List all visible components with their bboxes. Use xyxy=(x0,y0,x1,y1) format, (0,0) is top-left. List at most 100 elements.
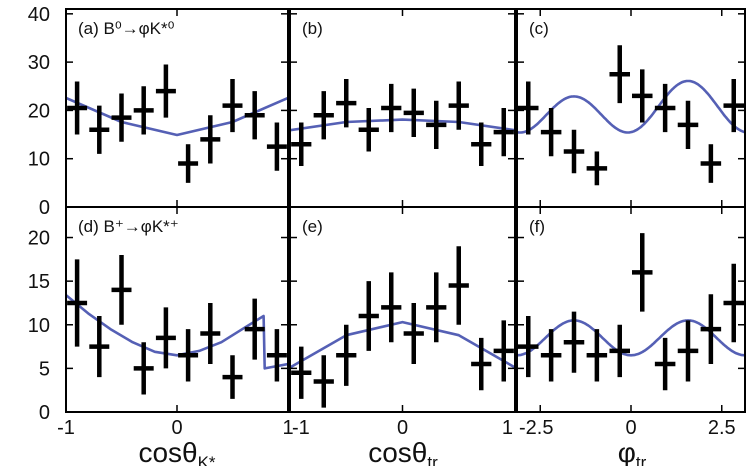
panel-label: (a) B⁰→φK*⁰ xyxy=(78,19,175,38)
data-point xyxy=(517,316,539,378)
y-tick-label: 0 xyxy=(39,197,50,219)
x-tick-label: 0 xyxy=(625,417,636,439)
data-point xyxy=(336,324,357,386)
x-axis-title-main: φ xyxy=(618,437,636,466)
y-tick-label: 5 xyxy=(39,358,50,380)
panel-label: (d) B⁺→φK*⁺ xyxy=(78,217,179,236)
data-point xyxy=(403,88,424,137)
panel-label: (b) xyxy=(302,19,323,38)
x-tick-label: 1 xyxy=(282,417,293,439)
data-point xyxy=(723,79,745,133)
data-point xyxy=(563,129,585,174)
frames-layer xyxy=(65,8,746,413)
data-point xyxy=(133,86,154,135)
data-point xyxy=(586,329,608,382)
x-axis-title-main: cosθ xyxy=(138,437,197,466)
data-point xyxy=(493,108,514,157)
fit-curve xyxy=(290,118,515,132)
panel-d xyxy=(66,254,288,399)
data-point xyxy=(133,342,154,395)
y-tick-label: 0 xyxy=(39,402,50,424)
x-axis-title: cosθtr xyxy=(368,437,438,466)
data-point xyxy=(67,81,88,135)
data-point xyxy=(111,93,132,142)
fit-curve xyxy=(290,320,515,369)
data-point xyxy=(67,259,88,347)
data-point xyxy=(313,355,334,408)
x-tick-label: 2.5 xyxy=(708,417,736,439)
x-axis-title-sub: tr xyxy=(636,453,647,466)
panel-label: (c) xyxy=(529,19,549,38)
x-axis-title-sub: tr xyxy=(427,453,438,466)
data-point xyxy=(654,337,676,391)
data-point xyxy=(540,329,562,382)
data-point xyxy=(426,100,447,150)
panel-a xyxy=(66,64,288,183)
data-point xyxy=(471,122,492,166)
data-point xyxy=(723,263,745,343)
y-tick-label: 30 xyxy=(28,52,50,74)
panel-f xyxy=(517,233,745,391)
x-axis-title: φtr xyxy=(618,437,647,466)
fit-curve xyxy=(517,79,745,134)
panel-label: (f) xyxy=(529,217,545,236)
data-point xyxy=(448,81,469,130)
y-tick-label: 20 xyxy=(28,100,50,122)
data-point xyxy=(291,122,312,166)
data-point xyxy=(631,233,653,312)
data-point xyxy=(471,337,492,391)
data-point xyxy=(631,69,653,123)
data-point xyxy=(540,108,562,157)
data-point xyxy=(178,144,199,183)
data-point xyxy=(586,151,608,186)
data-point xyxy=(381,272,402,343)
data-point xyxy=(448,246,469,325)
y-tick-label: 15 xyxy=(28,271,50,293)
data-point xyxy=(89,316,110,378)
data-point xyxy=(200,115,221,164)
data-point xyxy=(244,91,265,140)
x-axis-title: cosθK* xyxy=(138,437,215,466)
x-tick-label: -1 xyxy=(57,417,75,439)
data-point xyxy=(700,144,722,183)
y-tick-label: 10 xyxy=(28,315,50,337)
data-point xyxy=(244,298,265,360)
y-tick-label: 20 xyxy=(28,228,50,250)
data-point xyxy=(517,81,539,135)
data-point xyxy=(358,108,379,152)
data-point xyxy=(381,83,402,133)
data-point xyxy=(222,355,243,399)
x-tick-label: 0 xyxy=(171,417,182,439)
data-point xyxy=(155,307,176,369)
panel-b xyxy=(290,79,515,166)
data-point xyxy=(266,329,287,382)
data-point xyxy=(266,122,287,171)
panel-c xyxy=(517,45,745,186)
data-point xyxy=(222,79,243,133)
data-point xyxy=(563,311,585,373)
data-point xyxy=(609,45,631,104)
data-point xyxy=(178,329,199,382)
data-point xyxy=(677,320,699,382)
data-point xyxy=(313,91,334,140)
data-point xyxy=(677,100,699,150)
data-point xyxy=(336,79,357,128)
data-point xyxy=(111,254,132,325)
panel-label: (e) xyxy=(302,217,323,236)
panels-layer xyxy=(66,45,745,408)
x-tick-label: 1 xyxy=(502,417,513,439)
y-tick-label: 40 xyxy=(28,4,50,26)
x-tick-label: 0 xyxy=(397,417,408,439)
data-point xyxy=(155,64,176,118)
data-point xyxy=(200,302,221,365)
x-axis-title-sub: K* xyxy=(198,453,216,466)
data-point xyxy=(493,320,514,382)
data-point xyxy=(358,281,379,351)
panel-e xyxy=(290,246,515,408)
data-point xyxy=(654,83,676,133)
x-tick-label: -2.5 xyxy=(519,417,553,439)
y-tick-label: 10 xyxy=(28,149,50,171)
x-tick-label: -1 xyxy=(292,417,310,439)
